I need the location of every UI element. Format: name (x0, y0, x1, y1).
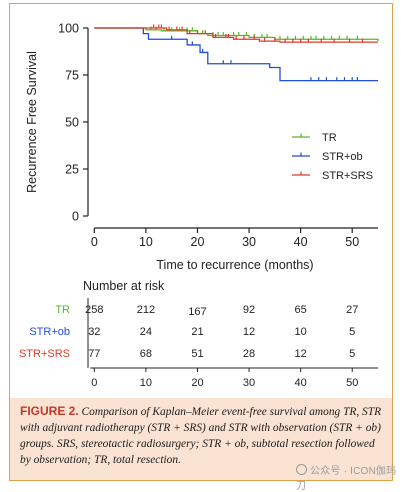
risk-value: 167 (188, 306, 206, 318)
survival-curves (94, 24, 379, 82)
x-axis-label: Time to recurrence (months) (156, 258, 313, 272)
risk-value: 65 (295, 304, 307, 316)
risk-value: 51 (191, 348, 203, 360)
x-tick-label: 50 (345, 235, 359, 249)
risk-table-time-label: 10 (140, 377, 152, 389)
x-tick-label: 40 (294, 235, 308, 249)
risk-value: 258 (85, 304, 103, 316)
watermark: 公众号 · ICON伽玛刀 (296, 462, 402, 492)
y-tick-label: 0 (72, 210, 79, 224)
risk-row-label-str-srs: STR+SRS (19, 348, 70, 360)
caption-background (10, 398, 392, 480)
axes: 0 25 50 75 100 0 10 20 30 40 50 Time to recurrence … (25, 22, 378, 272)
risk-table-time-label: 50 (346, 377, 358, 389)
y-tick-label: 25 (65, 163, 79, 177)
risk-value: 10 (295, 326, 307, 338)
legend-label-str-ob: STR+ob (322, 151, 363, 163)
risk-table-title: Number at risk (83, 279, 165, 293)
x-tick-label: 20 (191, 235, 205, 249)
risk-value: 32 (88, 326, 100, 338)
legend-label-tr: TR (322, 132, 337, 144)
risk-value: 27 (346, 304, 358, 316)
caption-label: FIGURE 2. (20, 404, 79, 418)
risk-table-time-label: 20 (191, 377, 203, 389)
risk-row-label-tr: TR (55, 304, 70, 316)
risk-table: Number at risk TR 258 212 167 92 65 27 STR+ob 32 2… (19, 279, 378, 389)
figure-caption: FIGURE 2. Comparison of Kaplan–Meier eve… (20, 403, 386, 468)
risk-value: 12 (243, 326, 255, 338)
curve-str-srs (94, 27, 378, 43)
risk-value: 212 (137, 304, 155, 316)
legend: TR STR+ob STR+SRS (292, 132, 373, 182)
risk-value: 24 (140, 326, 152, 338)
risk-table-time-label: 0 (91, 377, 97, 389)
risk-table-time-label: 30 (243, 377, 255, 389)
risk-value: 68 (140, 348, 152, 360)
risk-row-label-str-ob: STR+ob (29, 326, 70, 338)
risk-value: 5 (349, 348, 355, 360)
risk-value: 21 (191, 326, 203, 338)
x-tick-label: 10 (139, 235, 153, 249)
curve-str-ob (94, 27, 378, 82)
y-tick-label: 100 (58, 22, 79, 36)
risk-value: 12 (295, 348, 307, 360)
x-tick-label: 30 (242, 235, 256, 249)
legend-label-str-srs: STR+SRS (322, 170, 373, 182)
x-tick-label: 0 (91, 235, 98, 249)
y-tick-label: 50 (65, 116, 79, 130)
risk-table-time-label: 40 (295, 377, 307, 389)
risk-value: 5 (349, 326, 355, 338)
y-axis-label: Recurrence Free Survival (25, 51, 39, 193)
risk-value: 77 (88, 348, 100, 360)
wechat-icon (296, 464, 307, 475)
risk-value: 28 (243, 348, 255, 360)
watermark-text: 公众号 · ICON伽玛刀 (296, 466, 397, 492)
y-tick-label: 75 (65, 69, 79, 83)
caption-text: Comparison of Kaplan–Meier event-free su… (20, 406, 382, 466)
risk-value: 92 (243, 304, 255, 316)
